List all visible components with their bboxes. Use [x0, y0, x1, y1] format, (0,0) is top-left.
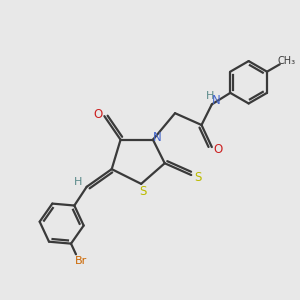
Text: N: N: [153, 131, 162, 144]
Text: S: S: [139, 185, 146, 198]
Text: H: H: [74, 176, 83, 187]
Text: H: H: [206, 91, 214, 101]
Text: S: S: [194, 171, 201, 184]
Text: CH₃: CH₃: [277, 56, 295, 66]
Text: Br: Br: [75, 256, 87, 266]
Text: O: O: [214, 143, 223, 156]
Text: O: O: [93, 108, 103, 121]
Text: N: N: [212, 94, 220, 107]
